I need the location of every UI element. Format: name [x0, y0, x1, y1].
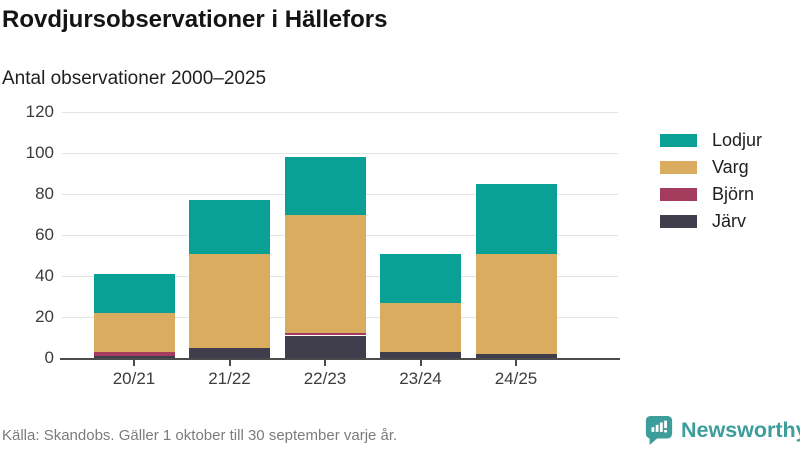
- bar-segment-22-23-björn: [284, 333, 366, 336]
- bar-segment-24-25-varg: [475, 253, 557, 354]
- bar-segment-23-24-järv: [380, 351, 461, 358]
- bar-segment-21-22-varg: [189, 253, 270, 348]
- x-axis-tick-label: 20/21: [112, 369, 156, 388]
- legend-item-björn: Björn: [660, 185, 754, 203]
- legend-swatch-björn: [660, 187, 697, 201]
- x-axis-tick: [133, 358, 135, 366]
- bar-segment-24-25-lodjur: [475, 184, 557, 254]
- x-axis-tick: [515, 358, 517, 366]
- y-axis-tick-label: 100: [25, 143, 54, 163]
- bar-segment-22-23-varg: [284, 214, 366, 334]
- legend-label: Järv: [712, 211, 747, 231]
- legend-label: Björn: [712, 184, 755, 204]
- source-note: Källa: Skandobs. Gäller 1 oktober till 3…: [2, 427, 398, 444]
- x-axis-line: [60, 357, 620, 360]
- gridline-y120: [62, 112, 618, 114]
- x-axis-tick: [228, 358, 231, 366]
- bar-segment-22-23-järv: [284, 335, 366, 358]
- x-axis-tick-label: 23/24: [399, 369, 442, 388]
- newsworthy-logo: Newsworthy: [644, 414, 800, 446]
- x-axis-tick-label: 21/22: [208, 369, 251, 388]
- bar-segment-20-21-järv: [93, 356, 175, 358]
- bar-segment-20-21-lodjur: [93, 274, 175, 313]
- bar-segment-20-21-varg: [93, 313, 175, 352]
- legend-label: Varg: [712, 157, 749, 177]
- y-axis-tick-label: 0: [44, 348, 54, 367]
- legend-swatch-lodjur: [660, 133, 697, 147]
- y-axis-tick-label: 120: [25, 102, 54, 122]
- x-axis-tick-label: 22/23: [303, 369, 347, 388]
- legend-item-lodjur: Lodjur: [660, 131, 762, 149]
- y-axis-tick-label: 80: [35, 184, 54, 204]
- page-title: Rovdjursobservationer i Hällefors: [2, 6, 388, 33]
- newsworthy-wordmark: Newsworthy: [681, 417, 800, 442]
- bar-segment-20-21-björn: [93, 351, 175, 356]
- bar-segment-24-25-järv: [475, 353, 557, 358]
- legend-item-varg: Varg: [660, 158, 749, 176]
- x-axis-tick-label: 24/25: [494, 369, 538, 388]
- legend-item-järv: Järv: [660, 212, 746, 230]
- bar-segment-21-22-järv: [189, 347, 270, 358]
- x-axis-tick: [419, 358, 422, 366]
- bar-segment-23-24-lodjur: [380, 253, 461, 303]
- bar-segment-21-22-lodjur: [189, 200, 270, 254]
- chart-subtitle: Antal observationer 2000–2025: [2, 68, 267, 89]
- bar-segment-23-24-varg: [380, 302, 461, 352]
- legend-swatch-järv: [660, 214, 697, 228]
- legend-label: Lodjur: [712, 130, 763, 150]
- y-axis-tick-label: 60: [35, 225, 54, 245]
- newsworthy-speech-bubble-icon: [645, 415, 673, 445]
- y-axis-tick-label: 40: [35, 266, 54, 286]
- y-axis-tick-label: 20: [35, 307, 54, 327]
- gridline-y100: [62, 153, 618, 155]
- legend-swatch-varg: [660, 160, 697, 174]
- x-axis-tick: [324, 358, 326, 366]
- bar-segment-22-23-lodjur: [284, 157, 366, 215]
